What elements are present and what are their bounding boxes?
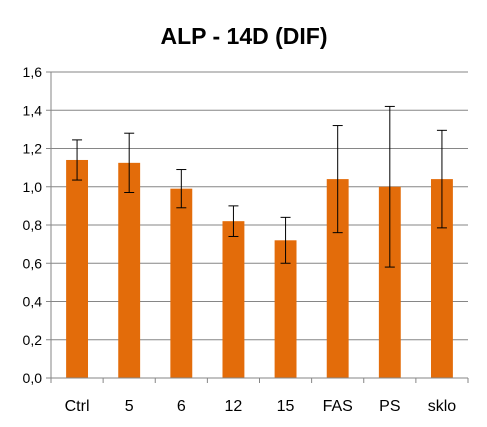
- y-tick-label: 1,0: [23, 179, 43, 195]
- x-tick-label: FAS: [323, 398, 353, 415]
- x-tick-label: 15: [277, 398, 295, 415]
- y-tick-label: 1,4: [23, 102, 43, 118]
- bar: [430, 179, 453, 378]
- bar: [326, 179, 349, 378]
- y-tick-labels: 0,0 0,2 0,4 0,6 0,8 1,0 1,2 1,4 1,6: [23, 64, 43, 386]
- bar: [118, 162, 141, 378]
- y-tick-label: 0,0: [23, 370, 43, 386]
- y-tick-label: 0,2: [23, 332, 43, 348]
- x-tick-label: sklo: [428, 398, 457, 415]
- bar: [274, 240, 297, 378]
- y-tick-label: 0,8: [23, 217, 43, 233]
- y-tick-label: 0,6: [23, 255, 43, 271]
- chart-title: ALP - 14D (DIF): [161, 23, 328, 49]
- bar: [170, 188, 193, 378]
- y-tick-label: 0,4: [23, 294, 43, 310]
- grid-lines: [51, 71, 468, 341]
- y-tick-label: 1,6: [23, 64, 43, 80]
- x-tick-label: Ctrl: [65, 398, 90, 415]
- x-tick-label: 12: [225, 398, 243, 415]
- bar: [66, 159, 89, 378]
- axes: [46, 71, 469, 383]
- bars: [66, 159, 453, 378]
- y-tick-label: 1,2: [23, 141, 43, 157]
- x-tick-label: 5: [125, 398, 134, 415]
- error-bars: [72, 105, 447, 268]
- bar: [222, 221, 245, 378]
- x-tick-label: PS: [379, 398, 400, 415]
- bar: [378, 186, 401, 378]
- x-tick-label: 6: [177, 398, 186, 415]
- x-tick-labels: Ctrl 5 6 12 15 FAS PS sklo: [65, 398, 457, 415]
